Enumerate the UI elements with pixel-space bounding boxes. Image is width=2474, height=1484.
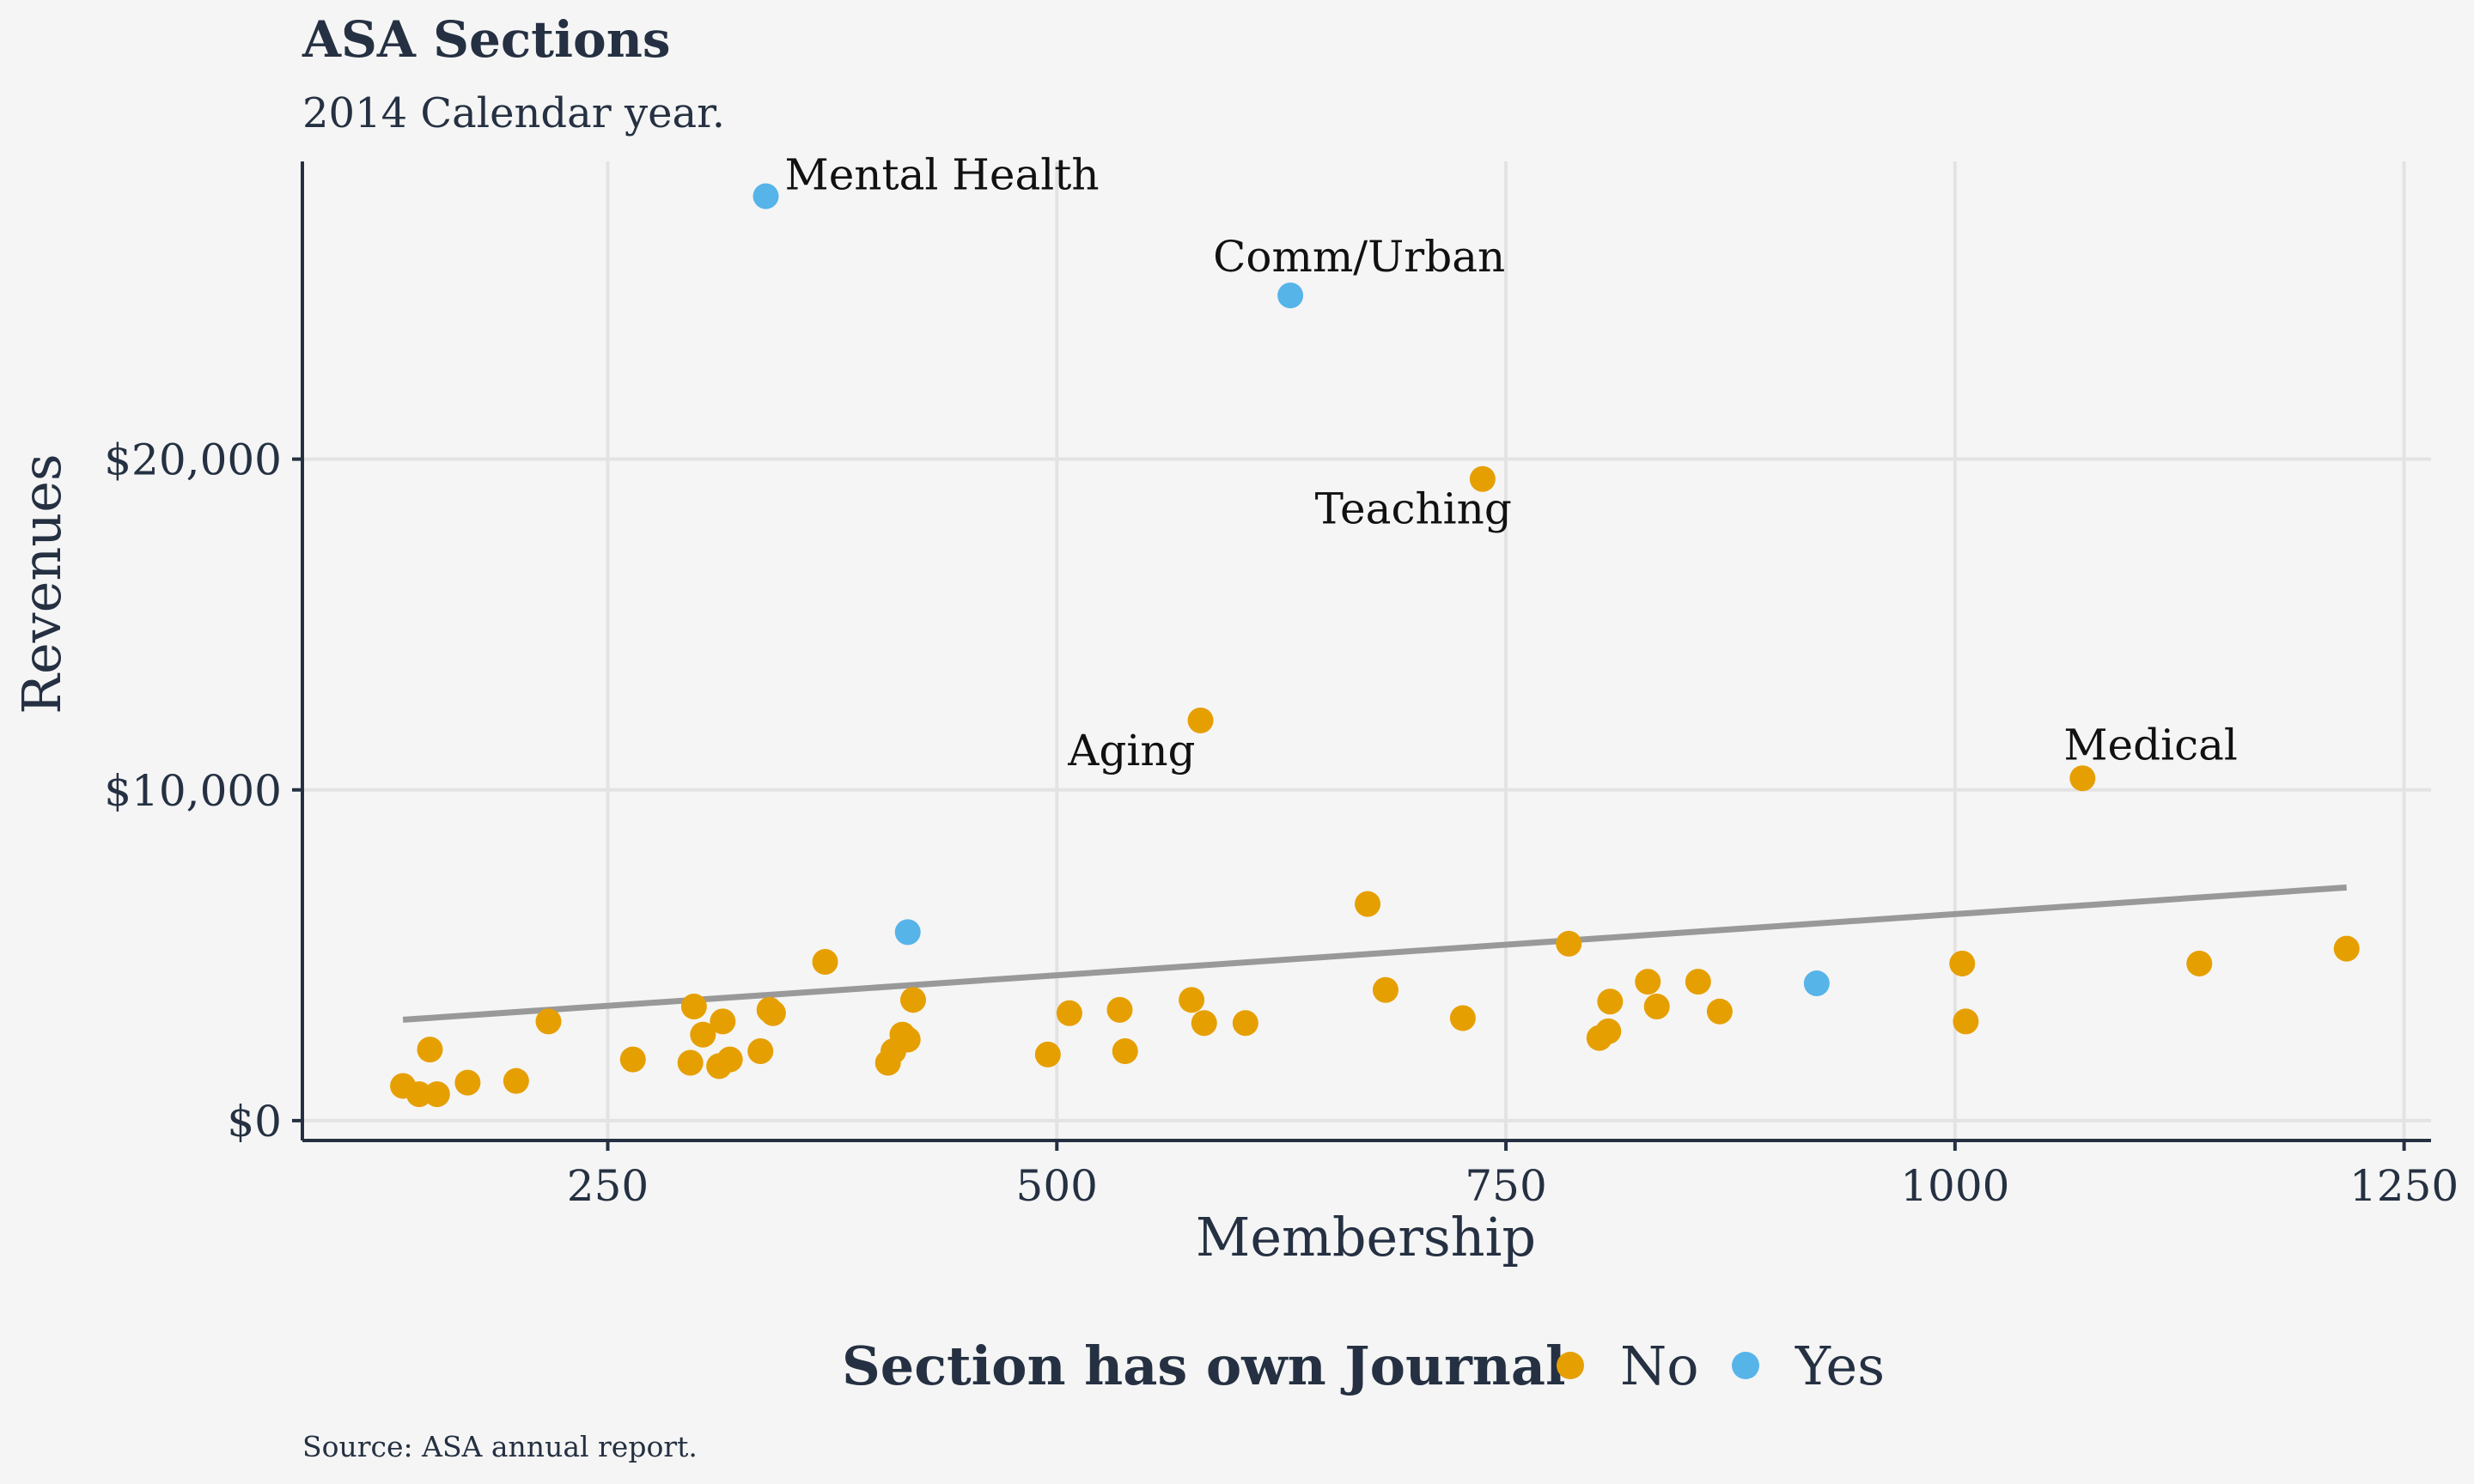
data-point-no <box>1191 1010 1217 1037</box>
data-point-no <box>899 987 926 1013</box>
data-point-no <box>1643 994 1670 1020</box>
data-point-yes <box>1277 282 1304 308</box>
data-point-no <box>1953 1008 1979 1035</box>
data-point-no <box>619 1046 646 1073</box>
data-point-no <box>1355 891 1381 917</box>
point-labels: Mental Health Comm/Urban Teaching Aging Medi… <box>785 149 2238 775</box>
data-point-no <box>1179 987 1205 1013</box>
data-point-no <box>405 1081 432 1108</box>
point-label: Comm/Urban <box>1213 232 1505 282</box>
x-tick-label: 750 <box>1465 1161 1546 1211</box>
data-point-no <box>454 1069 481 1096</box>
legend-title: Section has own Journal <box>842 1335 1566 1397</box>
point-label: Medical <box>2063 720 2238 769</box>
chart-title: ASA Sections <box>302 10 671 69</box>
data-point-no <box>1556 930 1582 957</box>
data-point-no <box>1449 1005 1476 1031</box>
data-point-no <box>424 1081 450 1108</box>
point-label: Teaching <box>1315 484 1512 534</box>
x-axis-title: Membership <box>1196 1206 1536 1268</box>
x-tick-label: 500 <box>1016 1161 1098 1211</box>
legend-marker-yes <box>1732 1352 1759 1379</box>
data-point-no <box>1187 707 1214 733</box>
data-point-no <box>894 1026 921 1053</box>
data-point-no <box>747 1038 774 1065</box>
data-point-no <box>535 1008 562 1035</box>
legend-marker-no <box>1557 1352 1584 1379</box>
legend: Section has own Journal No Yes <box>842 1335 1885 1397</box>
data-point-no <box>1706 998 1733 1025</box>
legend-label-yes: Yes <box>1795 1335 1885 1397</box>
y-tick-label: $20,000 <box>104 435 282 485</box>
data-point-no <box>2333 935 2360 962</box>
grid <box>302 161 2431 1140</box>
data-point-no <box>759 1000 786 1026</box>
data-point-no <box>1372 976 1398 1003</box>
y-tick-label: $10,000 <box>104 766 282 816</box>
axes <box>301 161 2431 1142</box>
data-point-no <box>716 1046 743 1073</box>
point-label: Mental Health <box>785 149 1100 199</box>
chart-caption: Source: ASA annual report. <box>302 1430 698 1463</box>
data-point-no <box>690 1021 716 1048</box>
x-axis-ticks: 250 500 750 1000 1250 <box>567 1140 2459 1211</box>
data-point-no <box>1469 465 1496 492</box>
y-tick-label: $0 <box>227 1097 282 1146</box>
trend-line-group <box>402 884 2347 1023</box>
data-point-no <box>1034 1041 1061 1067</box>
data-point-no <box>1595 1018 1622 1044</box>
y-axis-title: Revenues <box>10 453 73 714</box>
data-point-no <box>1635 969 1661 995</box>
data-point-no <box>2069 765 2096 792</box>
x-tick-label: 1250 <box>2349 1161 2459 1211</box>
data-point-no <box>1597 988 1624 1015</box>
data-point-no <box>1685 969 1711 995</box>
data-point-no <box>812 949 838 976</box>
data-point-no <box>503 1067 529 1094</box>
data-point-yes <box>753 183 779 210</box>
legend-label-no: No <box>1620 1335 1699 1397</box>
data-point-no <box>1232 1010 1258 1037</box>
data-point-no <box>417 1037 443 1063</box>
data-point-no <box>2186 950 2213 976</box>
point-label: Aging <box>1067 726 1195 775</box>
data-point-yes <box>894 919 921 946</box>
data-point-no <box>1112 1038 1138 1065</box>
x-tick-label: 1000 <box>1900 1161 2009 1211</box>
x-tick-label: 250 <box>567 1161 649 1211</box>
trend-line <box>402 884 2347 1023</box>
data-point-no <box>680 994 707 1020</box>
data-points <box>390 183 2360 1108</box>
chart-subtitle: 2014 Calendar year. <box>302 89 725 137</box>
y-axis-ticks: $0 $10,000 $20,000 <box>104 435 302 1146</box>
data-point-yes <box>1803 970 1830 997</box>
data-point-no <box>1056 1000 1082 1026</box>
data-point-no <box>1106 996 1133 1023</box>
data-point-no <box>710 1008 736 1035</box>
data-point-no <box>1949 950 1976 976</box>
data-point-no <box>677 1049 704 1076</box>
